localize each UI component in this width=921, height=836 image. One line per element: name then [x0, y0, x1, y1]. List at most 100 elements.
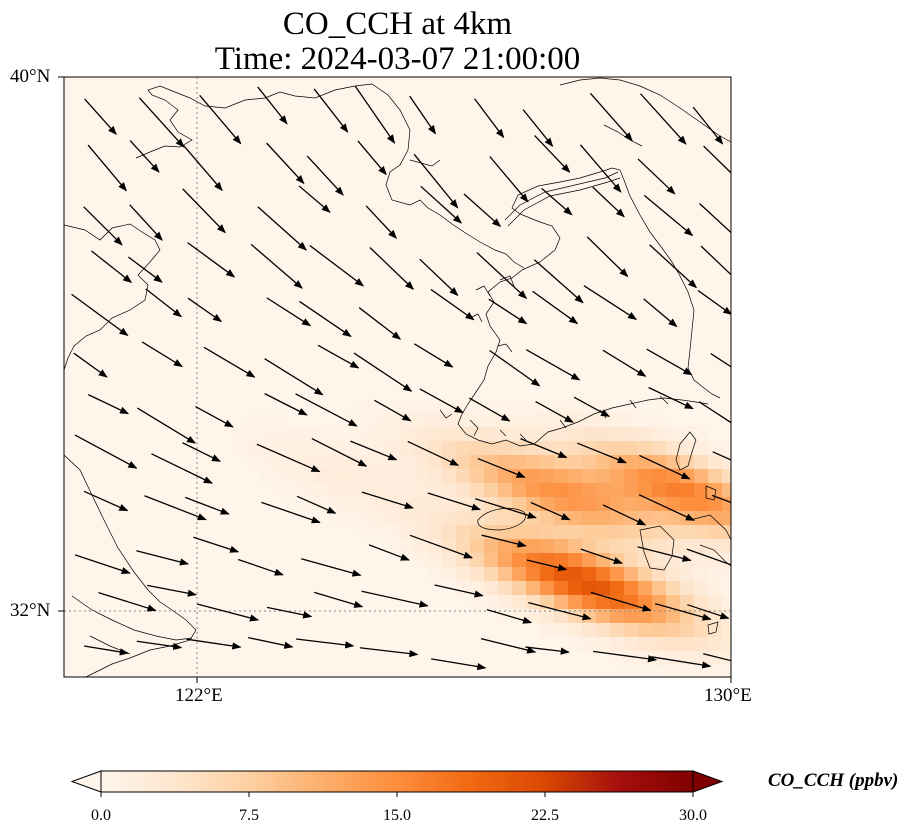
wind-arrow	[577, 442, 627, 464]
heat-cell	[442, 539, 457, 554]
wind-arrow	[359, 647, 419, 658]
wind-arrow	[74, 554, 131, 575]
heat-cell	[722, 623, 731, 638]
heat-cell	[568, 455, 583, 470]
heat-cell	[582, 427, 597, 442]
heat-cell	[414, 483, 429, 498]
heat-cell	[484, 581, 499, 596]
heat-cell	[428, 511, 443, 526]
heat-cell	[722, 595, 731, 610]
heat-cell	[610, 581, 625, 596]
heat-cell	[694, 623, 709, 638]
wind-arrow	[590, 591, 652, 612]
heat-cell	[652, 483, 667, 498]
heat-cell	[680, 497, 695, 512]
heat-cell	[400, 413, 415, 428]
wind-arrow	[353, 352, 413, 392]
wind-arrow	[589, 92, 633, 142]
heat-cell	[484, 469, 499, 484]
heat-cell	[358, 399, 373, 414]
heat-cell	[414, 413, 429, 428]
wind-arrow	[711, 494, 731, 504]
wind-arrow	[357, 140, 387, 176]
heat-cell	[316, 441, 331, 456]
wind-arrow	[98, 591, 157, 612]
heat-cell	[428, 497, 443, 512]
heat-cell	[596, 553, 611, 568]
heat-cell	[610, 637, 625, 652]
heat-cell	[414, 399, 429, 414]
heat-cell	[246, 413, 261, 428]
heat-cell	[526, 553, 541, 568]
heat-cell	[526, 595, 541, 610]
heat-cell	[610, 427, 625, 442]
heat-cell	[596, 483, 611, 498]
wind-arrow	[525, 349, 581, 381]
wind-arrow	[712, 451, 731, 461]
wind-arrow	[602, 504, 647, 526]
wind-arrow	[535, 400, 574, 423]
wind-arrow	[196, 603, 260, 622]
wind-arrow	[71, 293, 129, 337]
heat-cell	[722, 581, 731, 596]
heat-cell	[456, 469, 471, 484]
heat-cell	[288, 455, 303, 470]
heat-cell	[302, 483, 317, 498]
heat-cell	[386, 525, 401, 540]
wind-arrow	[651, 656, 712, 669]
heat-cell	[400, 455, 415, 470]
wind-arrow	[314, 591, 364, 608]
wind-arrow	[489, 156, 529, 203]
heat-cell	[666, 525, 681, 540]
wind-arrow	[313, 88, 349, 133]
heat-cell	[428, 441, 443, 456]
heat-cell	[274, 427, 289, 442]
heat-cell	[316, 469, 331, 484]
heat-cell	[652, 595, 667, 610]
heat-cell	[554, 595, 569, 610]
heat-cell	[400, 525, 415, 540]
heat-cell	[540, 567, 555, 582]
heat-cell	[610, 483, 625, 498]
heat-cell	[512, 595, 527, 610]
wind-arrow	[528, 601, 592, 621]
heat-cell	[624, 623, 639, 638]
heat-cell	[330, 441, 345, 456]
heat-cell	[498, 595, 513, 610]
heat-cell	[666, 609, 681, 624]
heat-cell	[372, 469, 387, 484]
colorbar-tick-2: 15.0	[383, 807, 411, 824]
heat-cell	[638, 441, 653, 456]
wind-arrow	[486, 608, 533, 624]
wind-arrow	[74, 434, 138, 469]
heat-cell	[344, 441, 359, 456]
heat-cell	[358, 497, 373, 512]
wind-arrow	[409, 534, 473, 559]
heat-cell	[344, 511, 359, 526]
heat-cell	[428, 427, 443, 442]
heat-cell	[498, 441, 513, 456]
heat-cell	[498, 427, 513, 442]
heat-cell	[512, 567, 527, 582]
heat-cell	[652, 469, 667, 484]
colorbar-label: CO_CCH (ppbv)	[768, 770, 899, 791]
wind-arrow	[199, 94, 242, 145]
heat-cell	[610, 609, 625, 624]
heat-cell	[568, 399, 583, 414]
heat-cell	[484, 427, 499, 442]
heat-cell	[484, 413, 499, 428]
wind-arrow	[488, 298, 528, 325]
wind-arrow	[266, 297, 312, 327]
wind-arrow	[136, 550, 189, 566]
wind-arrow	[407, 440, 460, 466]
heat-cell	[638, 413, 653, 428]
wind-arrow	[698, 401, 731, 424]
wind-arrow	[430, 288, 475, 321]
heat-cell	[274, 483, 289, 498]
heat-cell	[386, 441, 401, 456]
wind-arrow	[431, 658, 487, 671]
heat-cell	[596, 455, 611, 470]
heat-cell	[638, 497, 653, 512]
heat-cell	[596, 497, 611, 512]
wind-arrow	[579, 144, 622, 193]
